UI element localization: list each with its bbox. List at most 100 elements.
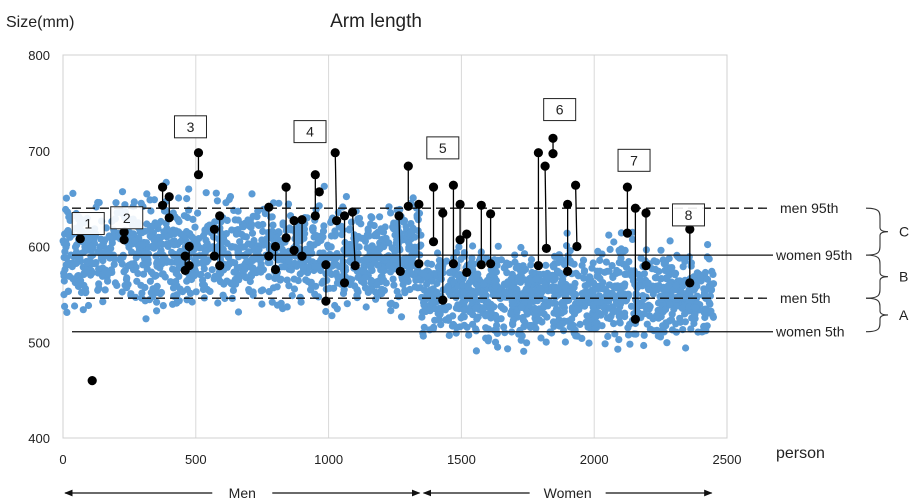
scatter-point (457, 314, 465, 322)
group-label-1: Women (544, 485, 592, 501)
scatter-point (662, 292, 671, 300)
scatter-point (397, 313, 406, 321)
scatter-point (626, 340, 634, 348)
highlight-point (184, 261, 194, 271)
scatter-point (64, 287, 72, 295)
scatter-point (662, 266, 670, 274)
scatter-point (444, 283, 452, 291)
scatter-point (95, 280, 103, 288)
scatter-point (230, 268, 238, 276)
scatter-point (214, 274, 222, 282)
scatter-point (389, 275, 397, 283)
highlight-point (455, 235, 465, 245)
scatter-point (168, 248, 176, 256)
scatter-point (355, 214, 364, 222)
scatter-point (234, 207, 242, 215)
scatter-point (395, 292, 403, 300)
scatter-point (537, 334, 545, 342)
scatter-point (180, 212, 188, 220)
highlight-point (533, 148, 544, 158)
scatter-point (255, 246, 263, 254)
scatter-point (374, 250, 382, 258)
scatter-point (87, 242, 95, 251)
scatter-point (507, 310, 515, 318)
scatter-point (261, 210, 269, 218)
scatter-point (76, 254, 84, 262)
scatter-point (249, 212, 257, 220)
ref-label-2: men 5th (780, 290, 831, 306)
scatter-point (455, 243, 463, 251)
highlight-point (321, 260, 331, 270)
scatter-point (593, 267, 601, 275)
scatter-point (497, 315, 505, 323)
highlight-point (347, 207, 358, 217)
scatter-point (376, 213, 384, 221)
scatter-point (536, 284, 545, 292)
scatter-point (367, 276, 375, 284)
scatter-point (248, 190, 256, 198)
scatter-point (703, 253, 712, 261)
scatter-point (575, 298, 583, 306)
scatter-point (147, 207, 155, 215)
scatter-point (566, 323, 574, 331)
highlight-point (630, 203, 641, 213)
scatter-point (259, 286, 267, 294)
scatter-point (435, 304, 443, 312)
scatter-point (302, 276, 310, 284)
scatter-point (512, 290, 520, 299)
scatter-point (662, 305, 670, 314)
highlight-point (321, 296, 331, 306)
scatter-point (608, 289, 616, 297)
scatter-point (147, 289, 155, 297)
scatter-point (549, 318, 558, 326)
scatter-point (389, 225, 398, 233)
scatter-point (177, 237, 185, 245)
scatter-point (527, 287, 535, 295)
scatter-point (517, 336, 525, 344)
highlight-series (75, 133, 695, 386)
scatter-point (120, 268, 128, 276)
scatter-point (104, 277, 112, 285)
scatter-point (189, 215, 197, 223)
scatter-point (601, 268, 609, 276)
scatter-point (99, 270, 107, 278)
scatter-point (359, 267, 367, 275)
x-tick-0: 0 (59, 452, 66, 467)
scatter-point (527, 261, 535, 269)
scatter-point (134, 249, 142, 257)
scatter-point (614, 345, 622, 353)
scatter-point (696, 273, 705, 281)
highlight-point (428, 237, 439, 247)
scatter-point (494, 242, 502, 250)
scatter-point (153, 260, 161, 268)
scatter-point (65, 272, 74, 280)
scatter-point (520, 323, 528, 331)
scatter-point (149, 270, 157, 278)
highlight-point (332, 216, 342, 226)
highlight-point (403, 201, 413, 211)
highlight-point (572, 241, 582, 252)
scatter-point (325, 268, 333, 276)
scatter-point (318, 279, 326, 287)
scatter-point (153, 298, 161, 306)
scatter-point (615, 336, 623, 344)
highlight-point (264, 202, 274, 212)
scatter-point (239, 243, 247, 251)
scatter-point (652, 274, 660, 282)
highlight-point (314, 187, 324, 197)
scatter-point (656, 333, 665, 341)
scatter-point (460, 296, 468, 304)
scatter-point (104, 270, 112, 278)
scatter-point (678, 304, 687, 312)
scatter-point (426, 307, 434, 315)
scatter-point (701, 268, 710, 277)
scatter-point (520, 250, 529, 258)
scatter-point (585, 295, 593, 303)
scatter-point (280, 263, 288, 271)
scatter-point (273, 283, 281, 291)
scatter-point (617, 297, 625, 305)
box-2 (110, 206, 144, 230)
scatter-point (640, 341, 648, 350)
scatter-point (679, 263, 687, 271)
scatter-point (526, 322, 534, 330)
